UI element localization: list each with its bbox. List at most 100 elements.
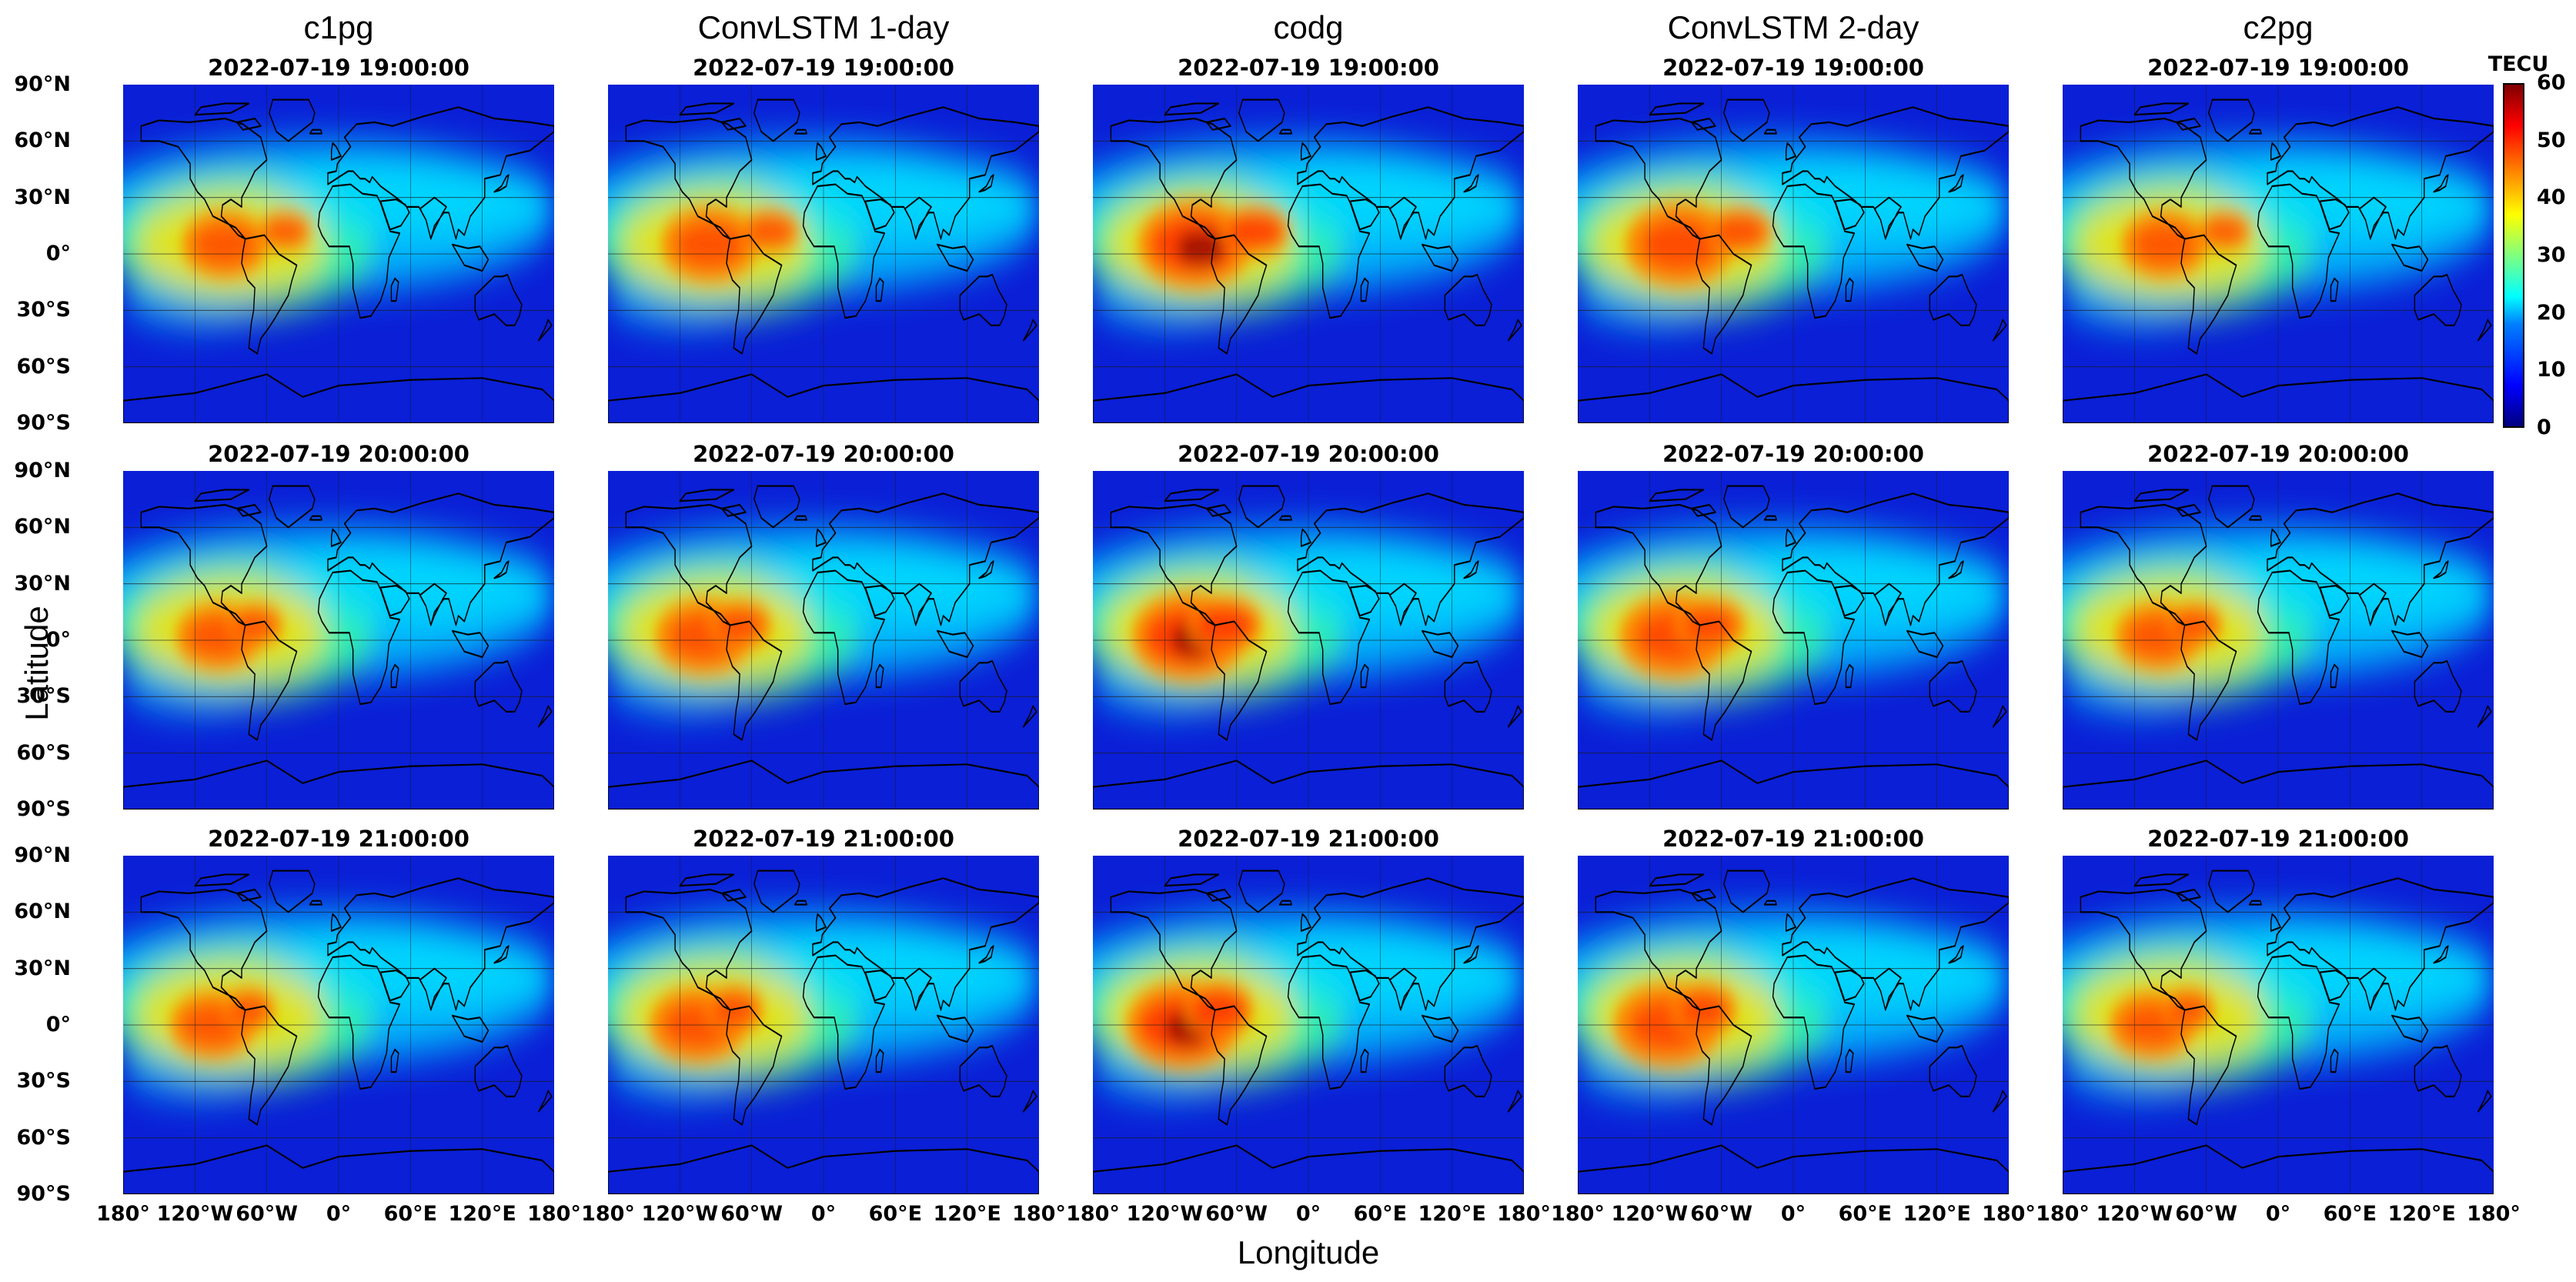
- latitude-tick-label: 30°N: [14, 571, 71, 596]
- tec-map-panel: [1093, 471, 1524, 810]
- panel-timestamp: 2022-07-19 19:00:00: [1662, 55, 1924, 81]
- tec-map: [1093, 471, 1524, 810]
- panel-timestamp: 2022-07-19 20:00:00: [693, 441, 954, 467]
- longitude-tick-label: 120°E: [1418, 1202, 1486, 1226]
- tec-map-panel: [1093, 85, 1524, 423]
- latitude-tick-label: 90°S: [16, 1182, 71, 1206]
- panel-timestamp: 2022-07-19 19:00:00: [208, 55, 469, 81]
- tec-map-panel: [608, 471, 1039, 810]
- panel-timestamp: 2022-07-19 19:00:00: [1178, 55, 1439, 81]
- panel-timestamp: 2022-07-19 20:00:00: [1178, 441, 1439, 467]
- tec-map-panel: [2063, 85, 2494, 423]
- longitude-tick-label: 180°: [96, 1202, 150, 1226]
- coastline: [2063, 98, 2494, 423]
- longitude-tick-label: 60°W: [720, 1202, 783, 1226]
- longitude-tick-label: 120°E: [2387, 1202, 2456, 1226]
- longitude-tick-label: 60°W: [2175, 1202, 2238, 1226]
- tec-map: [608, 471, 1039, 810]
- latitude-tick-label: 60°S: [16, 354, 71, 379]
- colorbar-tick-label: 50: [2537, 128, 2566, 152]
- tec-map: [1093, 856, 1524, 1194]
- latitude-tick-label: 60°N: [14, 900, 71, 924]
- longitude-tick-label: 0°: [326, 1202, 352, 1226]
- panel-timestamp: 2022-07-19 20:00:00: [2147, 441, 2409, 467]
- longitude-tick-label: 0°: [2265, 1202, 2291, 1226]
- tec-map: [123, 856, 554, 1194]
- tec-map-panel: [2063, 856, 2494, 1194]
- latitude-tick-label: 90°N: [14, 72, 71, 96]
- tec-map: [2063, 85, 2494, 423]
- tec-map: [608, 85, 1039, 423]
- tec-map-panel: [123, 856, 554, 1194]
- longitude-tick-label: 120°W: [1611, 1202, 1689, 1226]
- longitude-tick-label: 120°W: [2096, 1202, 2173, 1226]
- longitude-tick-label: 180°: [2036, 1202, 2090, 1226]
- tec-map-panel: [123, 471, 554, 810]
- panel-timestamp: 2022-07-19 20:00:00: [1662, 441, 1924, 467]
- longitude-tick-label: 120°E: [1903, 1202, 1971, 1226]
- latitude-tick-label: 90°S: [16, 411, 71, 435]
- tec-map: [2063, 471, 2494, 810]
- coastline: [1093, 98, 1524, 423]
- tec-map: [1578, 856, 2009, 1194]
- column-title: c1pg: [303, 9, 374, 45]
- panel-timestamp: 2022-07-19 20:00:00: [208, 441, 469, 467]
- longitude-tick-label: 60°W: [1690, 1202, 1753, 1226]
- longitude-tick-label: 0°: [810, 1202, 837, 1226]
- coastline: [2063, 870, 2494, 1194]
- longitude-tick-label: 120°W: [156, 1202, 234, 1226]
- tec-map: [608, 856, 1039, 1194]
- longitude-tick-label: 60°E: [2323, 1202, 2377, 1226]
- latitude-tick-label: 60°N: [14, 129, 71, 153]
- longitude-tick-label: 180°: [2467, 1202, 2521, 1226]
- latitude-tick-label: 60°S: [16, 740, 71, 765]
- coastline: [1578, 485, 2009, 810]
- coastline: [608, 485, 1039, 810]
- coastline: [1578, 870, 2009, 1194]
- longitude-tick-label: 120°W: [641, 1202, 719, 1226]
- longitude-tick-label: 180°: [527, 1202, 581, 1226]
- longitude-tick-label: 60°E: [1838, 1202, 1893, 1226]
- latitude-tick-label: 30°N: [14, 185, 71, 209]
- colorbar-tick-label: 40: [2537, 185, 2566, 210]
- tec-map-panel: [608, 85, 1039, 423]
- longitude-tick-label: 60°E: [868, 1202, 923, 1226]
- latitude-tick-label: 60°N: [14, 515, 71, 539]
- colorbar-tick-label: 0: [2537, 416, 2551, 439]
- panel-timestamp: 2022-07-19 21:00:00: [1662, 826, 1924, 852]
- latitude-tick-label: 0°: [45, 242, 71, 265]
- x-axis-title: Longitude: [1237, 1234, 1380, 1270]
- tec-map-panel: [1578, 85, 2009, 423]
- longitude-tick-label: 180°: [1551, 1202, 1605, 1226]
- panel-timestamp: 2022-07-19 21:00:00: [1178, 826, 1439, 852]
- colorbar-label: TECU: [2487, 52, 2549, 76]
- longitude-tick-label: 120°E: [448, 1202, 516, 1226]
- latitude-tick-label: 0°: [45, 1013, 71, 1037]
- colorbar-tick-label: 20: [2537, 300, 2566, 325]
- column-title: ConvLSTM 1-day: [697, 9, 950, 45]
- column-title: codg: [1273, 9, 1344, 45]
- longitude-tick-label: 180°: [1012, 1202, 1066, 1226]
- latitude-tick-label: 30°N: [14, 956, 71, 980]
- longitude-tick-label: 0°: [1780, 1202, 1806, 1226]
- longitude-tick-label: 60°E: [383, 1202, 438, 1226]
- panel-timestamp: 2022-07-19 21:00:00: [208, 826, 469, 852]
- longitude-tick-label: 120°E: [933, 1202, 1001, 1226]
- colorbar-tick-label: 30: [2537, 243, 2566, 267]
- column-title: c2pg: [2243, 9, 2314, 45]
- latitude-tick-label: 90°N: [14, 843, 71, 867]
- latitude-tick-label: 90°S: [16, 797, 71, 821]
- tec-map: [1578, 471, 2009, 810]
- longitude-tick-label: 60°W: [1205, 1202, 1268, 1226]
- tec-map-panel: [123, 85, 554, 423]
- latitude-tick-label: 30°S: [16, 1069, 71, 1093]
- colorbar-tick-label: 60: [2537, 71, 2566, 95]
- longitude-tick-label: 180°: [1066, 1202, 1120, 1226]
- longitude-tick-label: 60°E: [1353, 1202, 1408, 1226]
- panel-timestamp: 2022-07-19 19:00:00: [2147, 55, 2409, 81]
- longitude-tick-label: 180°: [581, 1202, 635, 1226]
- tec-map: [1578, 85, 2009, 423]
- coastline: [123, 485, 554, 810]
- tec-map: [1093, 85, 1524, 423]
- coastline: [1093, 870, 1524, 1194]
